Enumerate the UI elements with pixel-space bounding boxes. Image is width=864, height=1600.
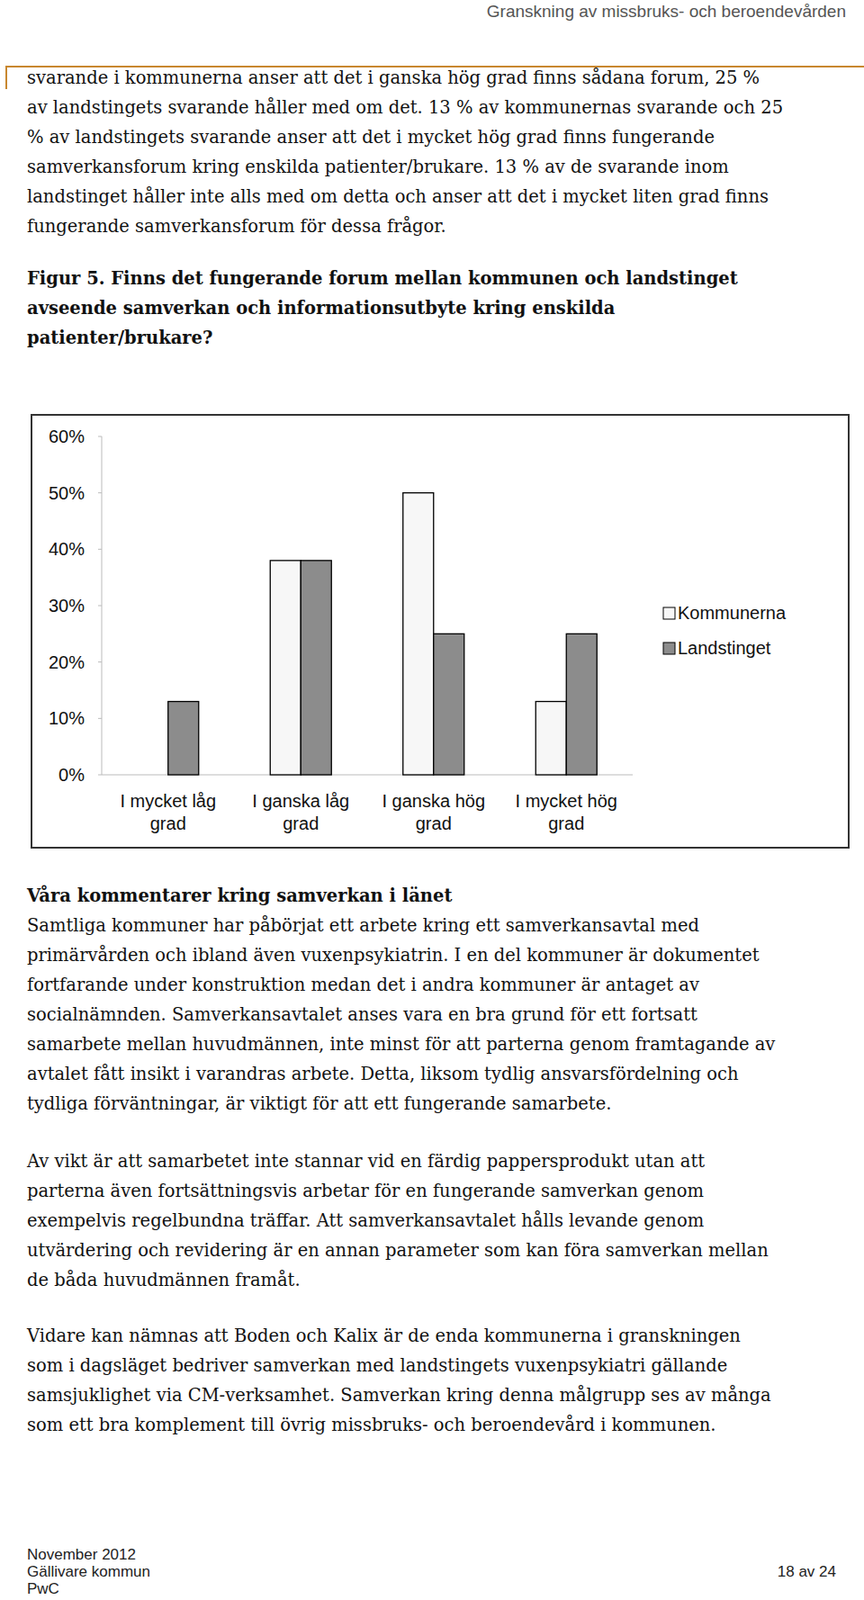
y-tick [98, 718, 102, 720]
y-tick-label: 30% [48, 595, 85, 616]
text-line: Av vikt är att samarbetet inte stannar v… [27, 1146, 860, 1177]
y-tick-label: 50% [48, 483, 85, 504]
text-line: landstinget håller inte alls med om dett… [27, 181, 860, 212]
comments-heading: Våra kommentarer kring samverkan i länet [27, 881, 860, 911]
bar [535, 702, 567, 775]
bar [137, 774, 169, 775]
text-line: avseende samverkan och informationsutbyt… [27, 293, 860, 324]
x-tick-label-line: grad [548, 813, 585, 834]
text-line: Vidare kan nämnas att Boden och Kalix är… [27, 1321, 860, 1351]
x-tick-label: I mycket låggrad [119, 791, 216, 834]
text-line: samsjuklighet via CM-verksamhet. Samverk… [27, 1380, 860, 1411]
y-tick [98, 774, 102, 776]
text-line: avtalet fått insikt i varandras arbete. … [27, 1059, 860, 1089]
bar [300, 560, 332, 775]
text-line: % av landstingets svarande anser att det… [27, 122, 860, 153]
bars [168, 493, 598, 775]
x-tick-label: I mycket höggrad [515, 791, 618, 834]
bar [403, 493, 434, 775]
bar [270, 560, 301, 775]
bar [566, 633, 597, 775]
legend-swatch [663, 642, 675, 655]
y-tick-label: 40% [48, 539, 85, 559]
text-line: av landstingets svarande håller med om d… [27, 92, 860, 123]
text-line: utvärdering och revidering är en annan p… [27, 1235, 860, 1266]
bar [168, 702, 199, 775]
x-tick-label-line: I ganska låg [252, 791, 350, 811]
bar [433, 633, 465, 775]
figure-caption: Figur 5. Finns det fungerande forum mell… [27, 263, 860, 353]
page-number: 18 av 24 [777, 1563, 837, 1581]
text-line: samarbete mellan huvudmännen, inte minst… [27, 1029, 860, 1060]
footer: November 2012Gällivare kommunPwC [27, 1546, 151, 1598]
y-tick [98, 661, 102, 663]
y-tick [98, 492, 102, 494]
text-line: som ett bra komplement till övrig missbr… [27, 1410, 860, 1440]
x-tick-label-line: I ganska hög [381, 791, 486, 811]
legend-label: Landstinget [677, 638, 772, 658]
text-line: Figur 5. Finns det fungerande forum mell… [27, 263, 860, 294]
x-tick-label-line: grad [150, 813, 187, 834]
y-tick [98, 436, 102, 438]
chart-frame [30, 414, 850, 849]
text-line: som i dagsläget bedriver samverkan med l… [27, 1350, 860, 1381]
footer-line: Gällivare kommun [27, 1563, 151, 1581]
x-tick-label-line: grad [282, 813, 319, 834]
footer-line: November 2012 [27, 1546, 151, 1564]
y-tick-label: 20% [48, 652, 85, 673]
intro-paragraph: svarande i kommunerna anser att det i ga… [27, 63, 860, 242]
text-line: primärvården och ibland även vuxenpsykia… [27, 940, 860, 971]
y-tick [98, 605, 102, 607]
footer-line: PwC [27, 1580, 151, 1598]
page-header: Granskning av missbruks- och beroendevår… [486, 1, 846, 22]
y-axis [101, 436, 103, 775]
text-line: parterna även fortsättningsvis arbetar f… [27, 1176, 860, 1206]
text-line: Samtliga kommuner har påbörjat ett arbet… [27, 910, 860, 941]
y-tick-label: 60% [48, 426, 85, 447]
comments-paragraph: Vidare kan nämnas att Boden och Kalix är… [27, 1321, 860, 1440]
y-tick-label: 0% [58, 765, 85, 785]
legend: Kommunerna Landstinget [663, 603, 787, 658]
x-tick-label-line: grad [415, 813, 452, 834]
y-tick [98, 549, 102, 550]
text-line: tydliga förväntningar, är viktigt för at… [27, 1089, 860, 1119]
header-rule-corner [5, 65, 8, 90]
text-line: svarande i kommunerna anser att det i ga… [27, 63, 860, 93]
x-tick-label-line: I mycket hög [515, 791, 618, 811]
text-line: exempelvis regelbundna träffar. Att samv… [27, 1206, 860, 1236]
text-line: patienter/brukare? [27, 323, 860, 353]
comments-paragraph: Samtliga kommuner har påbörjat ett arbet… [27, 910, 860, 1119]
comments-paragraph: Av vikt är att samarbetet inte stannar v… [27, 1146, 860, 1296]
chart: 0%10%20%30%40%50%60%I mycket låggradI ga… [30, 414, 850, 849]
text-line: samverkansforum kring enskilda patienter… [27, 152, 860, 182]
x-tick-label-line: I mycket låg [119, 791, 216, 811]
y-tick-label: 10% [48, 708, 85, 729]
text-line: fortfarande under konstruktion medan det… [27, 970, 860, 1000]
text-line: fungerande samverkansforum för dessa frå… [27, 211, 860, 242]
legend-swatch [663, 607, 675, 620]
text-line: de båda huvudmännen framåt. [27, 1265, 860, 1296]
x-tick-label: I ganska höggrad [381, 791, 486, 834]
x-tick-label: I ganska låggrad [252, 791, 350, 834]
text-line: socialnämnden. Samverkansavtalet anses v… [27, 999, 860, 1030]
legend-label: Kommunerna [677, 603, 787, 623]
